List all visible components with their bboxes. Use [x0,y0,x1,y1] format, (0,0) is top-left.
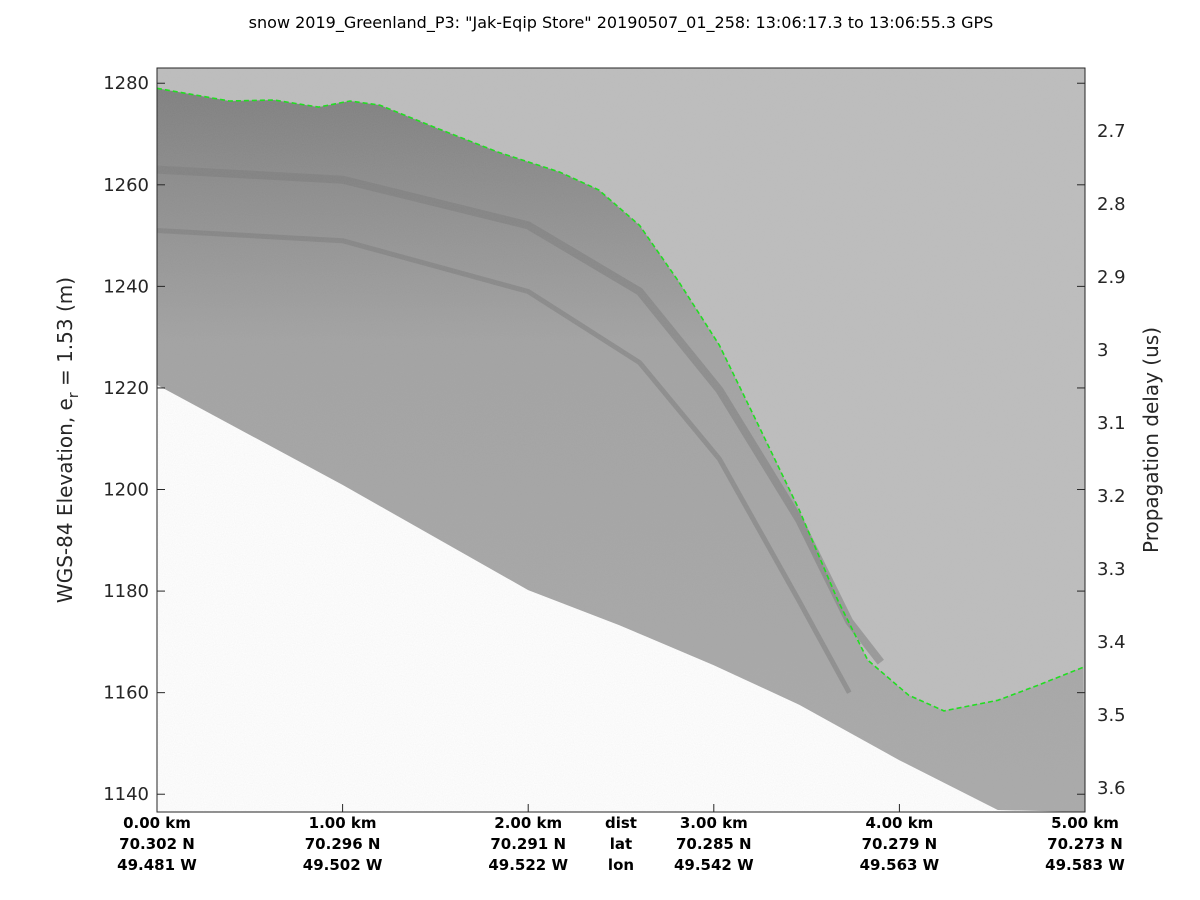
x-row-label-dist: dist [605,814,637,832]
y-tick-label-left: 1140 [103,784,149,805]
y-tick-label-left: 1180 [103,581,149,602]
x-tick-label-dist: 3.00 km [680,814,748,832]
x-tick-label-lat: 70.273 N [1047,835,1123,853]
y-tick-label-left: 1280 [103,73,149,94]
x-tick-label-lat: 70.285 N [676,835,752,853]
x-tick-label-lat: 70.291 N [490,835,566,853]
y-tick-label-right: 3.3 [1097,559,1126,580]
x-row-label-lon: lon [608,856,634,874]
x-tick-label-lat: 70.302 N [119,835,195,853]
x-tick-label-dist: 1.00 km [309,814,377,832]
y-tick-label-left: 1240 [103,276,149,297]
surface-line [157,87,1084,712]
x-row-label-lat: lat [610,835,632,853]
x-tick-label-lon: 49.522 W [488,856,568,874]
y-tick-label-right: 3.2 [1097,486,1126,507]
y-tick-label-right: 2.7 [1097,121,1126,142]
x-tick-label-lat: 70.279 N [862,835,938,853]
y-tick-label-right: 3.6 [1097,778,1126,799]
x-tick-label-dist: 5.00 km [1051,814,1119,832]
y-tick-label-right: 3.5 [1097,705,1126,726]
speckle-texture [157,68,1085,812]
y-tick-label-left: 1260 [103,175,149,196]
y-axis-left-label: WGS-84 Elevation, er = 1.53 (m) [53,277,82,603]
x-tick-label-lon: 49.481 W [117,856,197,874]
x-tick-label-dist: 2.00 km [494,814,562,832]
y-tick-label-left: 1160 [103,683,149,704]
y-tick-label-left: 1220 [103,378,149,399]
y-tick-label-right: 2.8 [1097,194,1126,215]
y-tick-label-left: 1200 [103,480,149,501]
x-tick-label-lon: 49.502 W [303,856,383,874]
y-axis-right-label: Propagation delay (us) [1139,327,1163,553]
chart-title: snow 2019_Greenland_P3: "Jak-Eqip Store"… [249,13,994,33]
x-tick-label-lon: 49.542 W [674,856,754,874]
y-tick-label-right: 3.4 [1097,632,1126,653]
x-tick-label-lon: 49.563 W [860,856,940,874]
plot-frame [156,67,1086,813]
x-tick-label-dist: 4.00 km [865,814,933,832]
y-tick-label-right: 3 [1097,340,1108,361]
y-tick-label-right: 2.9 [1097,267,1126,288]
x-tick-label-lon: 49.583 W [1045,856,1125,874]
y-tick-label-right: 3.1 [1097,413,1126,434]
x-tick-label-dist: 0.00 km [123,814,191,832]
x-tick-label-lat: 70.296 N [305,835,381,853]
